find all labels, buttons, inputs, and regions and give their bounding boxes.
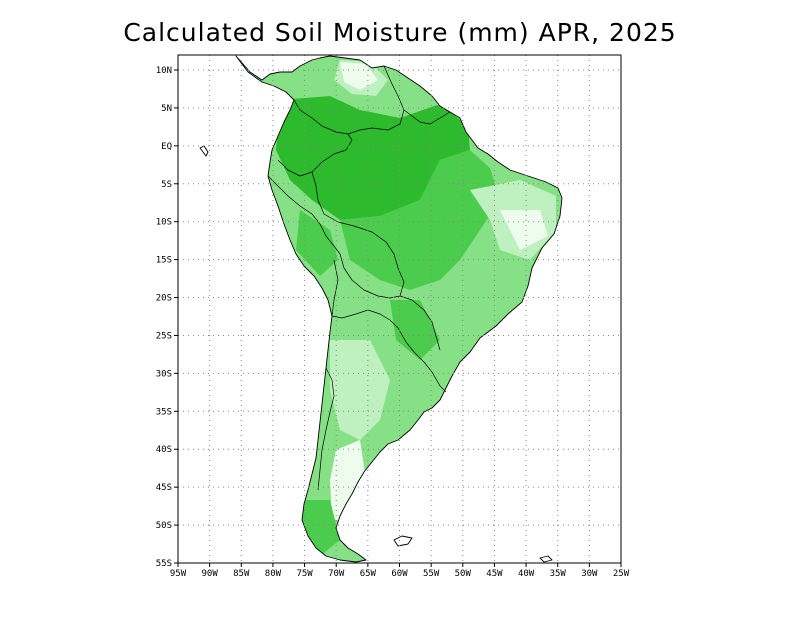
lat-tick-label: 50S xyxy=(156,521,172,531)
lat-tick-label: 20S xyxy=(156,294,172,304)
moisture-region xyxy=(296,210,338,276)
lon-tick-label: 45W xyxy=(486,569,503,579)
lon-tick-label: 50W xyxy=(455,569,472,579)
country-borders xyxy=(267,65,451,491)
lon-tick-label: 55W xyxy=(423,569,440,579)
lat-tick-label: 25S xyxy=(156,331,172,341)
lat-tick-label: 55S xyxy=(156,559,172,569)
lon-tick-label: 65W xyxy=(360,569,377,579)
lat-tick-label: 10S xyxy=(156,218,172,228)
moisture-region xyxy=(500,210,548,250)
lat-tick-label: 5S xyxy=(161,180,172,190)
lon-tick-label: 25W xyxy=(613,569,630,579)
lon-tick-label: 60W xyxy=(391,569,408,579)
lat-tick-label: 10N xyxy=(156,66,172,76)
lon-tick-label: 75W xyxy=(296,569,313,579)
lon-tick-label: 30W xyxy=(581,569,598,579)
moisture-region xyxy=(340,150,500,290)
lat-tick-label: 45S xyxy=(156,483,172,493)
lat-tick-label: 40S xyxy=(156,445,172,455)
lat-tick-label: 35S xyxy=(156,407,172,417)
islands xyxy=(199,145,553,563)
map-title: Calculated Soil Moisture (mm) APR, 2025 xyxy=(123,18,677,47)
lon-tick-label: 80W xyxy=(265,569,282,579)
moisture-region xyxy=(330,340,390,440)
axis-ticks: 95W 90W 85W 80W 75W 70W 65W 60W 55W 50W 45W 40W 35W 3… xyxy=(156,66,630,579)
lat-tick-label: 5N xyxy=(161,104,172,114)
lat-tick-label: EQ xyxy=(161,142,172,152)
lon-tick-label: 40W xyxy=(518,569,535,579)
lon-tick-label: 35W xyxy=(550,569,567,579)
lon-tick-label: 90W xyxy=(202,569,219,579)
moisture-region xyxy=(300,500,340,556)
lon-tick-label: 95W xyxy=(170,569,187,579)
lon-tick-label: 70W xyxy=(328,569,345,579)
lat-tick-label: 15S xyxy=(156,256,172,266)
lat-tick-label: 30S xyxy=(156,369,172,379)
lon-tick-label: 85W xyxy=(233,569,250,579)
moisture-region xyxy=(340,62,378,90)
